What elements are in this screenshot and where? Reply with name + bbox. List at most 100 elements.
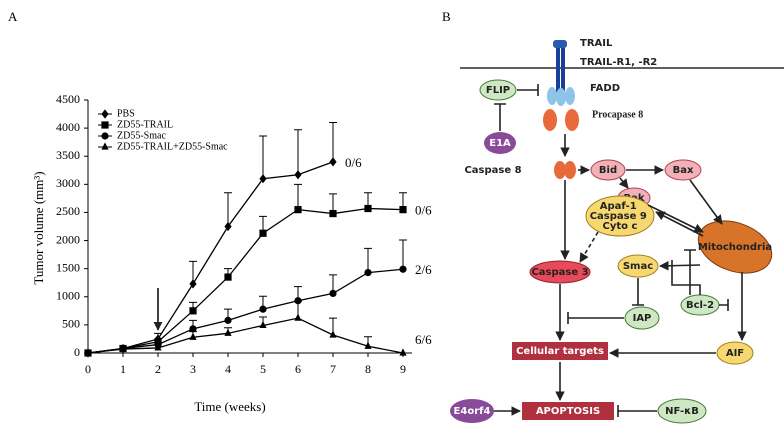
data-point bbox=[224, 316, 232, 324]
line-chart: Time (weeks) Tumor volume (mm³) 0 500 1000… bbox=[31, 92, 432, 414]
series-line bbox=[87, 207, 404, 354]
node bbox=[624, 306, 660, 330]
data-point bbox=[399, 348, 407, 356]
node-label: Cellular targets bbox=[516, 346, 604, 357]
data-point bbox=[399, 206, 407, 214]
node-label: NF-κB bbox=[665, 406, 699, 417]
edges bbox=[494, 84, 747, 417]
receptor bbox=[543, 40, 579, 179]
data-point bbox=[329, 330, 337, 338]
panel-label: A bbox=[8, 9, 18, 24]
y-axis-label: Tumor volume (mm³) bbox=[31, 171, 46, 284]
legend-marker bbox=[101, 121, 109, 129]
error-bar bbox=[294, 129, 302, 175]
error-bar bbox=[399, 239, 407, 270]
node-label: IAP bbox=[633, 313, 652, 324]
series-line bbox=[87, 268, 404, 354]
node bbox=[664, 159, 702, 181]
legend-marker bbox=[101, 109, 109, 119]
data-point bbox=[189, 307, 197, 315]
data-point bbox=[294, 206, 302, 214]
data-point bbox=[189, 279, 197, 289]
x-tick-label: 8 bbox=[365, 362, 371, 376]
node-label: APOPTOSIS bbox=[536, 406, 600, 417]
node bbox=[484, 132, 516, 154]
data-point bbox=[224, 221, 232, 232]
node-label: AIF bbox=[726, 348, 744, 359]
data-point bbox=[329, 209, 337, 218]
x-tick-label: 1 bbox=[120, 362, 126, 376]
node-label-line: Cyto c bbox=[603, 221, 638, 232]
x-tick-label: 4 bbox=[225, 362, 231, 376]
node bbox=[479, 79, 517, 101]
panel-label: B bbox=[442, 9, 451, 24]
node bbox=[617, 254, 659, 278]
end-label: 0/6 bbox=[415, 203, 432, 218]
data-point bbox=[224, 328, 232, 336]
data-point bbox=[329, 289, 337, 298]
node-label: Bid bbox=[599, 165, 617, 176]
node-label: E1A bbox=[489, 138, 511, 149]
series-line bbox=[87, 317, 404, 354]
legend-marker bbox=[101, 132, 109, 140]
x-tick-label: 5 bbox=[260, 362, 266, 376]
node bbox=[450, 399, 494, 423]
data-point bbox=[84, 348, 92, 356]
node-label: Smac bbox=[623, 261, 653, 272]
node-label: Procapase 8 bbox=[592, 109, 643, 120]
node bbox=[657, 398, 707, 424]
data-point bbox=[189, 325, 197, 333]
node-label-line: Apaf-1 bbox=[600, 201, 637, 212]
error-bar bbox=[224, 192, 232, 227]
x-axis-label: Time (weeks) bbox=[194, 399, 265, 414]
node-label: E4orf4 bbox=[454, 406, 491, 417]
y-tick-label: 1000 bbox=[56, 289, 80, 303]
legend-marker bbox=[101, 142, 109, 150]
data-point bbox=[329, 157, 337, 167]
data-point bbox=[259, 229, 267, 237]
node-label: TRAIL-R1, -R2 bbox=[580, 57, 657, 68]
node bbox=[585, 195, 655, 237]
data-point bbox=[189, 332, 197, 340]
node-label: Caspase 8 bbox=[464, 165, 521, 176]
node-label-line: Caspase 9 bbox=[590, 211, 647, 222]
data-point bbox=[154, 343, 162, 351]
data-point bbox=[364, 341, 372, 349]
data-point bbox=[399, 265, 407, 273]
node-label: Bax bbox=[673, 165, 694, 176]
data-point bbox=[364, 269, 372, 277]
node-label: Bcl-2 bbox=[686, 300, 714, 311]
node-label: FLIP bbox=[486, 85, 510, 96]
node bbox=[512, 342, 608, 360]
node bbox=[590, 159, 626, 181]
data-point bbox=[119, 344, 127, 352]
data-point bbox=[364, 204, 372, 213]
pathway-diagram: TRAIL TRAIL-R1, -R2 FADD Procapase 8 FLI… bbox=[450, 38, 784, 424]
y-tick-label: 1500 bbox=[56, 260, 80, 274]
end-label: 6/6 bbox=[415, 332, 432, 347]
y-tick-label: 3000 bbox=[56, 176, 80, 190]
legend-label: ZD55-TRAIL+ZD55-Smac bbox=[117, 141, 228, 152]
y-tick-label: 500 bbox=[62, 317, 80, 331]
x-tick-label: 3 bbox=[190, 362, 196, 376]
y-tick-label: 4500 bbox=[56, 92, 80, 106]
error-bar bbox=[259, 135, 267, 179]
data-point bbox=[259, 320, 267, 329]
y-tick-label: 4000 bbox=[56, 120, 80, 134]
data-point bbox=[294, 297, 302, 305]
error-bar bbox=[294, 183, 302, 210]
end-label: 0/6 bbox=[345, 155, 362, 170]
legend-label: ZD55-Smac bbox=[117, 130, 166, 141]
legend-label: ZD55-TRAIL bbox=[117, 119, 173, 130]
x-tick-label: 9 bbox=[400, 362, 406, 376]
legend-label: PBS bbox=[117, 108, 135, 119]
y-tick-label: 0 bbox=[74, 345, 80, 359]
x-tick-label: 0 bbox=[85, 362, 91, 376]
node-label: TRAIL bbox=[580, 38, 613, 49]
node-label: Caspase 3 bbox=[531, 267, 588, 278]
end-label: 2/6 bbox=[415, 262, 432, 277]
node-label: FADD bbox=[590, 83, 620, 94]
data-point bbox=[259, 174, 267, 184]
data-point bbox=[259, 305, 267, 313]
